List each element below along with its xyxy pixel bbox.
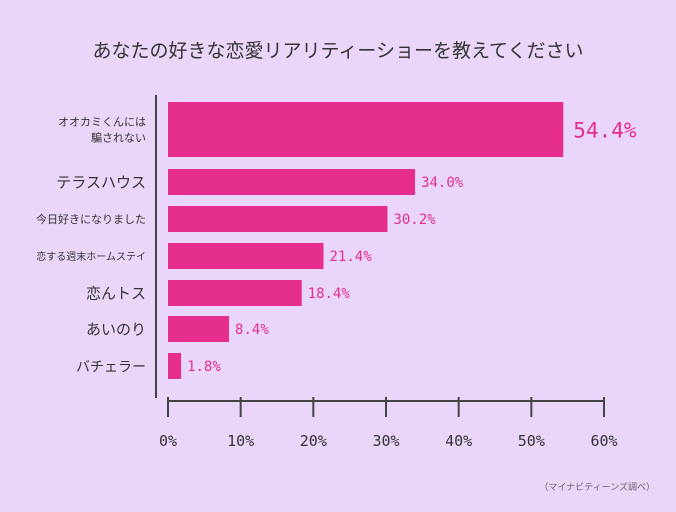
value-label: 54.4% [573, 119, 637, 143]
x-tick-label: 40% [445, 432, 472, 450]
category-label: テラスハウス [56, 174, 146, 192]
value-label: 30.2% [393, 212, 436, 228]
x-tick-label: 10% [227, 432, 254, 450]
bar [168, 102, 564, 157]
source-note: （マイナビティーンズ調べ） [539, 481, 655, 493]
x-tick-label: 50% [518, 432, 545, 450]
category-label: バチェラー [76, 359, 146, 375]
x-tick-label: 20% [300, 432, 327, 450]
bar [168, 206, 388, 232]
value-label: 18.4% [308, 286, 351, 302]
category-label: 恋んトス [86, 285, 146, 303]
bar [168, 353, 182, 379]
category-label: 今日好きになりました [36, 212, 146, 226]
category-label: あいのり [86, 321, 146, 339]
bar [168, 169, 416, 195]
value-label: 8.4% [235, 322, 269, 338]
value-label: 21.4% [330, 249, 373, 265]
chart-title: あなたの好きな恋愛リアリティーショーを教えてください [93, 40, 584, 62]
category-label: 恋する週末ホームステイ [36, 250, 146, 263]
category-label: オオカミくんには [58, 116, 146, 129]
x-tick-label: 0% [159, 432, 177, 450]
bar [168, 243, 324, 269]
x-tick-label: 60% [590, 432, 617, 450]
value-label: 34.0% [421, 175, 464, 191]
bar [168, 280, 302, 306]
category-label: 騙されない [91, 131, 146, 145]
x-tick-label: 30% [372, 432, 399, 450]
bar [168, 316, 230, 342]
value-label: 1.8% [187, 359, 221, 375]
